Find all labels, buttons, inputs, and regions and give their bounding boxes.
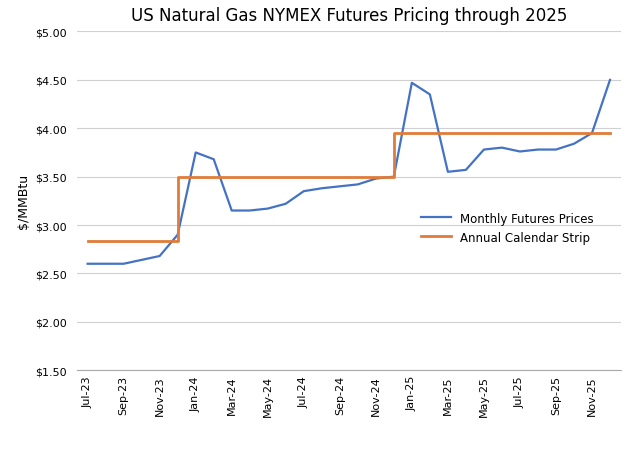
Monthly Futures Prices bbox=[300, 189, 308, 194]
Monthly Futures Prices bbox=[336, 184, 344, 190]
Monthly Futures Prices bbox=[444, 169, 452, 175]
Legend: Monthly Futures Prices, Annual Calendar Strip: Monthly Futures Prices, Annual Calendar … bbox=[417, 208, 598, 249]
Annual Calendar Strip bbox=[174, 239, 182, 245]
Y-axis label: $/MMBtu: $/MMBtu bbox=[17, 174, 30, 229]
Monthly Futures Prices bbox=[462, 168, 470, 173]
Monthly Futures Prices bbox=[156, 254, 163, 259]
Monthly Futures Prices bbox=[390, 175, 397, 180]
Monthly Futures Prices bbox=[408, 81, 416, 87]
Monthly Futures Prices bbox=[84, 262, 92, 267]
Annual Calendar Strip bbox=[84, 239, 92, 245]
Monthly Futures Prices bbox=[318, 186, 326, 192]
Line: Monthly Futures Prices: Monthly Futures Prices bbox=[88, 81, 610, 264]
Monthly Futures Prices bbox=[552, 147, 560, 153]
Monthly Futures Prices bbox=[480, 147, 488, 153]
Monthly Futures Prices bbox=[606, 78, 614, 83]
Monthly Futures Prices bbox=[210, 157, 218, 163]
Monthly Futures Prices bbox=[372, 176, 380, 182]
Monthly Futures Prices bbox=[228, 208, 236, 214]
Annual Calendar Strip bbox=[606, 131, 614, 137]
Monthly Futures Prices bbox=[174, 232, 182, 238]
Monthly Futures Prices bbox=[534, 147, 542, 153]
Annual Calendar Strip bbox=[174, 175, 182, 180]
Monthly Futures Prices bbox=[426, 93, 434, 98]
Title: US Natural Gas NYMEX Futures Pricing through 2025: US Natural Gas NYMEX Futures Pricing thr… bbox=[131, 7, 567, 25]
Monthly Futures Prices bbox=[588, 131, 596, 137]
Monthly Futures Prices bbox=[246, 208, 253, 214]
Monthly Futures Prices bbox=[264, 206, 271, 212]
Line: Annual Calendar Strip: Annual Calendar Strip bbox=[88, 134, 610, 242]
Monthly Futures Prices bbox=[192, 150, 200, 156]
Monthly Futures Prices bbox=[570, 142, 578, 147]
Annual Calendar Strip bbox=[390, 131, 397, 137]
Monthly Futures Prices bbox=[282, 201, 289, 207]
Monthly Futures Prices bbox=[354, 182, 362, 188]
Monthly Futures Prices bbox=[498, 145, 506, 151]
Monthly Futures Prices bbox=[120, 262, 127, 267]
Monthly Futures Prices bbox=[516, 150, 524, 155]
Annual Calendar Strip bbox=[390, 175, 397, 180]
